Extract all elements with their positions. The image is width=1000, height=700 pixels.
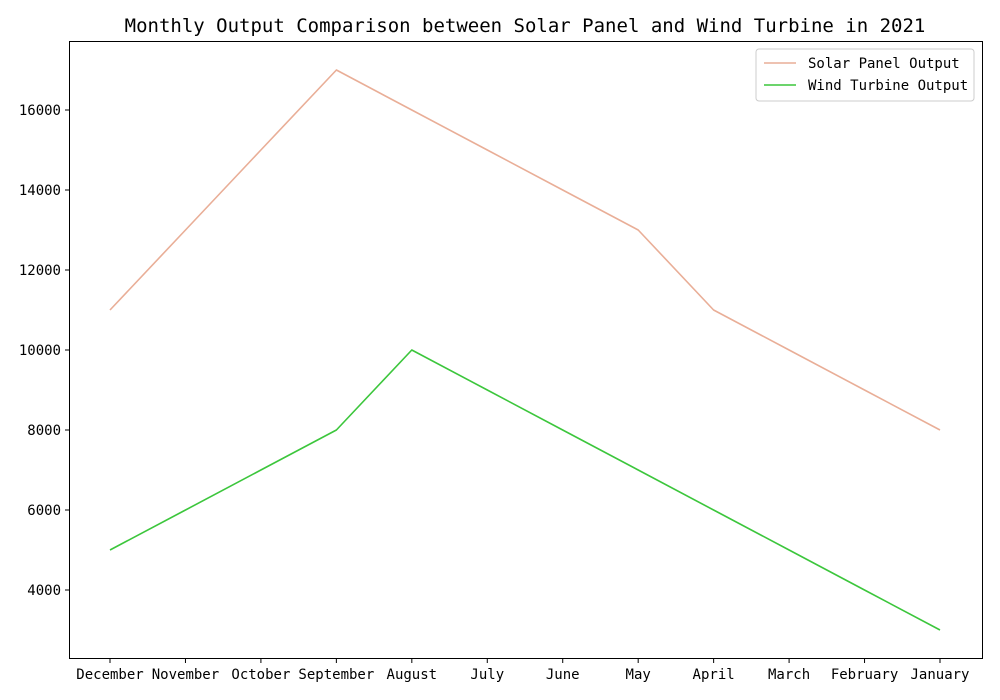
x-tick-label: June bbox=[546, 667, 580, 683]
x-tick-label: October bbox=[231, 667, 290, 683]
x-tick-label: December bbox=[76, 667, 143, 683]
series-line-1 bbox=[109, 69, 941, 431]
x-tick-label: February bbox=[831, 667, 898, 683]
x-tick-label: September bbox=[298, 667, 374, 683]
y-tick-label: 12000 bbox=[19, 263, 61, 279]
x-tick-label: November bbox=[152, 667, 219, 683]
series-line-2 bbox=[109, 349, 941, 631]
y-tick-label: 14000 bbox=[19, 183, 61, 199]
x-tick-label: January bbox=[910, 667, 969, 683]
series-lines bbox=[109, 69, 941, 631]
y-tick-label: 10000 bbox=[19, 343, 61, 359]
chart-title: Monthly Output Comparison between Solar … bbox=[125, 15, 926, 37]
x-tick-label: May bbox=[626, 667, 651, 683]
legend-label-1: Solar Panel Output bbox=[808, 56, 960, 72]
x-tick-label: August bbox=[387, 667, 438, 683]
x-tick-label: April bbox=[693, 667, 735, 683]
y-tick-label: 16000 bbox=[19, 103, 61, 119]
legend-label-2: Wind Turbine Output bbox=[808, 78, 968, 94]
x-axis: December November October September August Ju… bbox=[76, 658, 970, 683]
y-axis: 4000 6000 8000 10000 12000 14000 16000 bbox=[19, 103, 70, 599]
x-tick-label: March bbox=[768, 667, 810, 683]
y-tick-label: 6000 bbox=[27, 503, 61, 519]
legend-box bbox=[755, 48, 975, 102]
y-tick-label: 8000 bbox=[27, 423, 61, 439]
y-tick-label: 4000 bbox=[27, 583, 61, 599]
plot-area-frame bbox=[69, 41, 983, 659]
x-tick-label: July bbox=[470, 667, 504, 683]
legend: Solar Panel Output Wind Turbine Output bbox=[755, 48, 975, 102]
